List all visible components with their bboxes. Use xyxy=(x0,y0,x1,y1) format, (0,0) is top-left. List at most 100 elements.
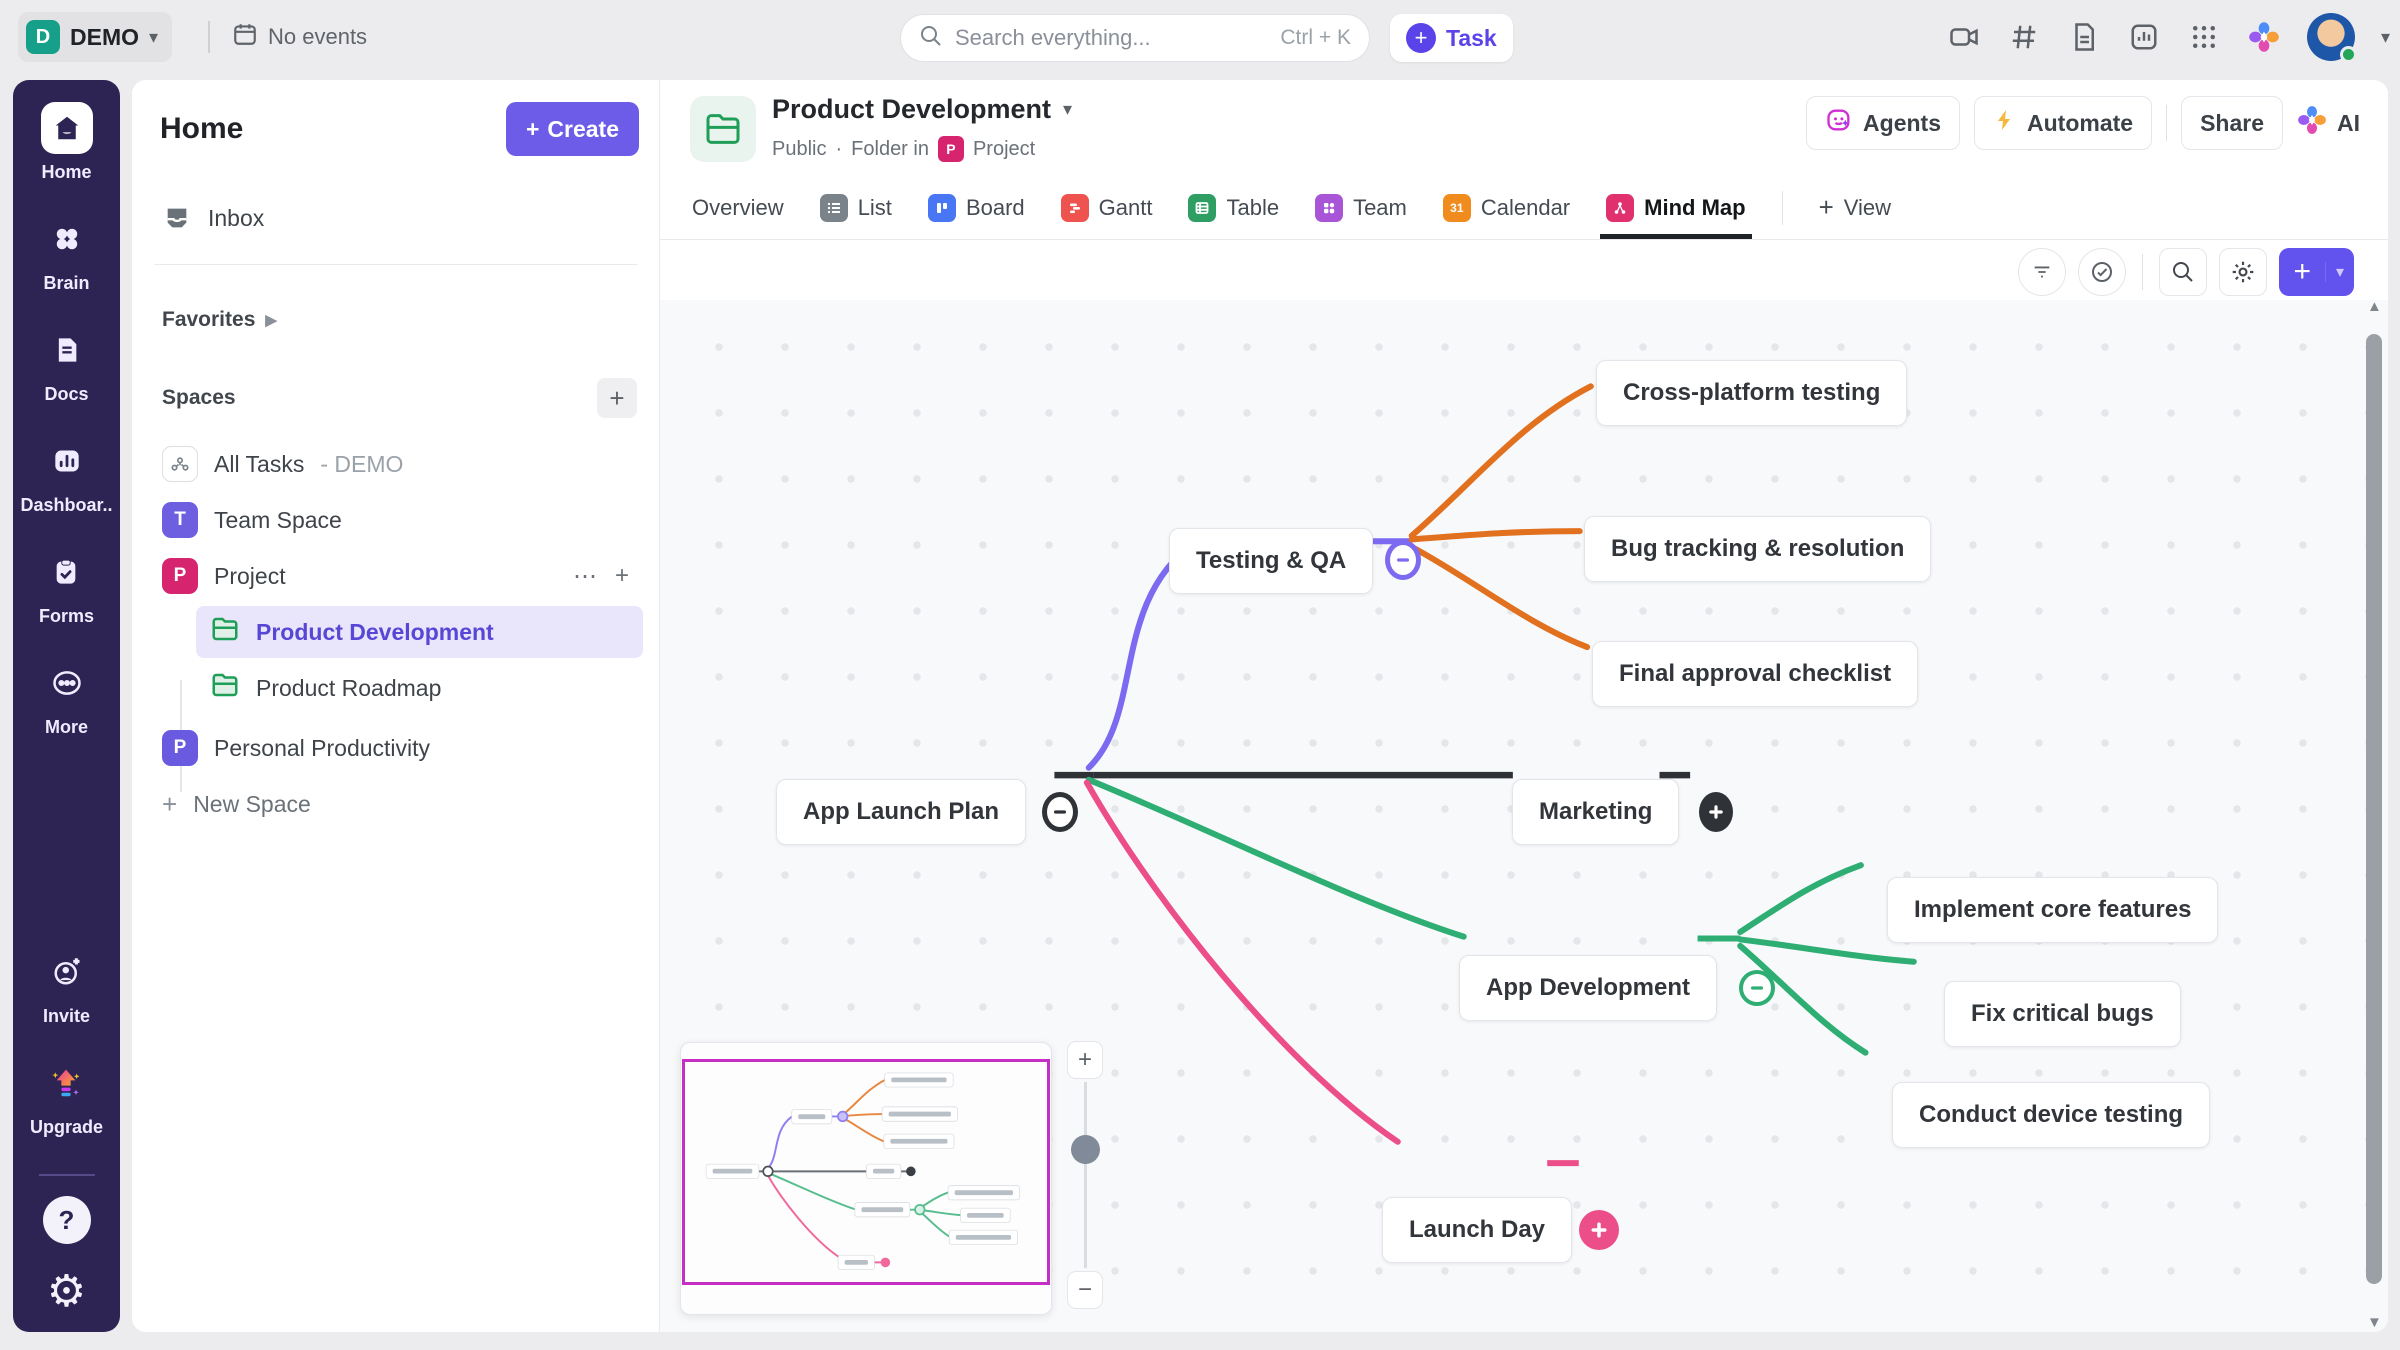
mind-map-node[interactable]: Launch Day xyxy=(1382,1197,1573,1263)
canvas-vertical-scrollbar[interactable]: ▲ ▼ xyxy=(2365,298,2383,1332)
expand-toggle-launch[interactable] xyxy=(1579,1210,1619,1250)
chevron-down-icon: ▾ xyxy=(1063,99,1073,119)
mind-map-node[interactable]: Cross-platform testing xyxy=(1596,360,1908,426)
minimap[interactable] xyxy=(680,1042,1052,1315)
chevron-down-icon: ▾ xyxy=(2324,262,2354,282)
channels-icon[interactable] xyxy=(2007,20,2041,54)
add-task-split-button[interactable]: + ▾ xyxy=(2279,248,2354,296)
tab-table[interactable]: Table xyxy=(1188,176,1279,239)
workspace-switcher[interactable]: D DEMO ▾ xyxy=(18,12,173,62)
app-rail: Home Brain Docs Dashboar.. Forms More xyxy=(13,80,120,1332)
mind-map-canvas[interactable]: App Launch Plan Testing & QA Cross-platf… xyxy=(660,298,2388,1332)
mind-map-node[interactable]: App Development xyxy=(1459,955,1718,1021)
dashboards-topbar-icon[interactable] xyxy=(2127,20,2161,54)
expand-toggle-marketing[interactable] xyxy=(1699,792,1733,832)
forms-icon xyxy=(40,546,92,598)
sidebar-item-inbox[interactable]: Inbox xyxy=(148,192,643,244)
zoom-out-button[interactable]: − xyxy=(1067,1271,1103,1309)
page-title[interactable]: Product Development ▾ xyxy=(772,94,1073,124)
mind-map-node[interactable]: Conduct device testing xyxy=(1892,1082,2211,1148)
sidebar-title: Home xyxy=(160,112,244,145)
tab-calendar[interactable]: 31 Calendar xyxy=(1442,176,1570,239)
scrollbar-thumb[interactable] xyxy=(2366,334,2382,1284)
rail-item-more[interactable]: More xyxy=(41,657,93,738)
topbar-divider xyxy=(208,21,210,53)
tab-list[interactable]: List xyxy=(819,176,892,239)
account-chevron-icon[interactable]: ▾ xyxy=(2380,26,2390,47)
topbar: D DEMO ▾ No events Search everything... … xyxy=(0,0,2400,76)
sidebar-item-new-space[interactable]: + New Space xyxy=(162,788,311,819)
tab-gantt[interactable]: Gantt xyxy=(1060,176,1152,239)
zoom-slider-handle[interactable] xyxy=(1070,1135,1100,1164)
mind-map-node[interactable]: Testing & QA xyxy=(1169,528,1374,594)
sidebar-item-product-roadmap[interactable]: Product Roadmap xyxy=(196,662,643,714)
sidebar-item-all-tasks[interactable]: All Tasks - DEMO xyxy=(148,438,643,490)
tab-add-view[interactable]: + View xyxy=(1818,192,1892,222)
search-input[interactable]: Search everything... Ctrl + K xyxy=(900,14,1370,62)
project-add-icon[interactable]: + xyxy=(614,561,629,589)
sidebar-item-personal-productivity[interactable]: P Personal Productivity xyxy=(148,722,643,774)
ai-sparkle-icon[interactable] xyxy=(2247,20,2281,54)
mind-map-node[interactable]: Fix critical bugs xyxy=(1944,981,2181,1047)
search-shortcut: Ctrl + K xyxy=(1280,26,1351,49)
apps-grid-icon[interactable] xyxy=(2187,20,2221,54)
collapse-toggle-development[interactable] xyxy=(1739,970,1775,1006)
search-in-view-button[interactable] xyxy=(2159,248,2208,296)
favorites-header[interactable]: Favorites ▶ xyxy=(162,308,277,331)
mind-map-node-root[interactable]: App Launch Plan xyxy=(776,779,1027,845)
no-events[interactable]: No events xyxy=(232,14,367,60)
content-card: Home + Create Inbox Favorites ▶ Spaces + … xyxy=(132,80,2388,1332)
agents-button[interactable]: Agents xyxy=(1806,96,1960,150)
video-recorder-icon[interactable] xyxy=(1947,20,1981,54)
settings-gear-icon[interactable]: ⚙ xyxy=(46,1267,87,1316)
help-button[interactable]: ? xyxy=(42,1196,91,1244)
location-header: Product Development ▾ Public · Folder in… xyxy=(660,80,2388,176)
collapse-toggle-root[interactable] xyxy=(1042,792,1078,832)
breadcrumb: Public · Folder in P Project xyxy=(772,136,1035,162)
show-closed-button[interactable] xyxy=(2078,248,2127,296)
share-button[interactable]: Share xyxy=(2181,96,2283,150)
mind-map-node[interactable]: Bug tracking & resolution xyxy=(1584,516,1932,582)
tab-board[interactable]: Board xyxy=(927,176,1025,239)
agents-icon xyxy=(1825,106,1853,140)
ai-sparkle-icon xyxy=(2297,105,2327,141)
filter-button[interactable] xyxy=(2018,248,2067,296)
scroll-up-arrow[interactable]: ▲ xyxy=(2367,298,2382,315)
rail-item-brain[interactable]: Brain xyxy=(41,213,93,294)
ai-button[interactable]: AI xyxy=(2297,105,2360,141)
upgrade-icon xyxy=(40,1057,92,1109)
collapse-toggle-testing[interactable] xyxy=(1385,540,1421,580)
sidebar-item-team-space[interactable]: T Team Space xyxy=(148,494,643,546)
automate-button[interactable]: Automate xyxy=(1974,96,2153,150)
project-more-icon[interactable]: ⋯ xyxy=(572,562,597,590)
caret-right-icon: ▶ xyxy=(265,312,277,329)
rail-item-docs[interactable]: Docs xyxy=(41,324,93,405)
new-task-button[interactable]: + Task xyxy=(1390,14,1513,62)
mind-map-node[interactable]: Marketing xyxy=(1512,779,1680,845)
mind-map-node[interactable]: Implement core features xyxy=(1887,877,2219,943)
rail-item-dashboards[interactable]: Dashboar.. xyxy=(20,435,113,516)
minimap-viewport[interactable] xyxy=(682,1059,1050,1285)
rail-item-home[interactable]: Home xyxy=(40,102,93,183)
add-space-button[interactable]: + xyxy=(597,378,637,418)
view-settings-button[interactable] xyxy=(2219,248,2268,296)
sidebar-item-product-development[interactable]: Product Development xyxy=(196,606,643,658)
tab-overview[interactable]: Overview xyxy=(692,194,784,220)
sidebar-divider xyxy=(154,264,637,265)
spaces-header[interactable]: Spaces xyxy=(162,386,236,409)
tab-mind-map[interactable]: Mind Map xyxy=(1600,176,1753,239)
sidebar-item-project[interactable]: P Project ⋯ + xyxy=(148,550,643,602)
rail-item-forms[interactable]: Forms xyxy=(39,546,94,627)
inbox-label: Inbox xyxy=(208,204,265,231)
zoom-slider-track[interactable] xyxy=(1070,1082,1100,1268)
tab-team[interactable]: Team xyxy=(1315,176,1407,239)
scroll-down-arrow[interactable]: ▼ xyxy=(2367,1314,2382,1331)
rail-item-invite[interactable]: Invite xyxy=(41,946,93,1027)
online-status-dot xyxy=(2339,46,2357,63)
mind-map-node[interactable]: Final approval checklist xyxy=(1592,641,1919,707)
user-avatar[interactable] xyxy=(2306,13,2357,63)
doc-icon[interactable] xyxy=(2067,20,2101,54)
create-button[interactable]: + Create xyxy=(505,102,639,156)
rail-item-upgrade[interactable]: Upgrade xyxy=(30,1057,103,1138)
zoom-in-button[interactable]: + xyxy=(1067,1041,1103,1079)
